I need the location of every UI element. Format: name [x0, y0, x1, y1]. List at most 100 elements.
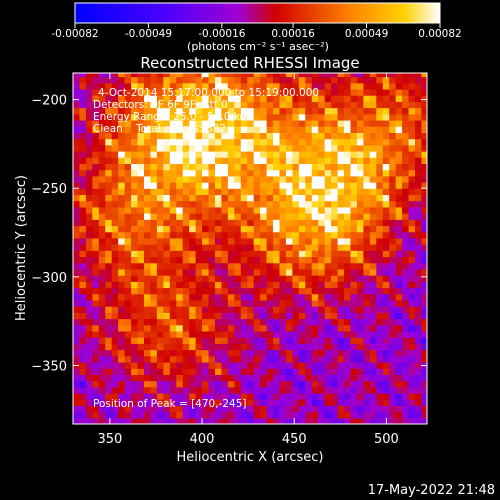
heatmap-cell	[415, 250, 423, 258]
heatmap-cell	[421, 417, 427, 424]
heatmap-cell	[234, 231, 242, 239]
heatmap-cell	[305, 200, 313, 208]
heatmap-cell	[421, 368, 427, 375]
heatmap-cell	[415, 169, 423, 177]
heatmap-cell	[73, 225, 81, 233]
heatmap-cell	[73, 287, 81, 295]
heatmap-cell	[382, 132, 390, 140]
heatmap-cell	[92, 182, 100, 189]
heatmap-cell	[214, 200, 223, 208]
heatmap-cell	[247, 299, 255, 307]
heatmap-cell	[234, 411, 242, 419]
heatmap-cell	[292, 337, 300, 344]
heatmap-cell	[131, 256, 139, 264]
heatmap-cell	[402, 157, 410, 164]
heatmap-cell	[118, 268, 126, 276]
heatmap-cell	[176, 256, 184, 264]
heatmap-cell	[363, 293, 371, 301]
heatmap-cell	[92, 231, 100, 239]
heatmap-cell	[331, 157, 339, 164]
heatmap-cell	[111, 386, 119, 394]
heatmap-cell	[176, 312, 184, 320]
heatmap-cell	[118, 287, 126, 295]
heatmap-cell	[85, 132, 93, 140]
heatmap-cell	[382, 206, 390, 214]
heatmap-cell	[124, 343, 132, 351]
heatmap-cell	[279, 151, 287, 158]
heatmap-cell	[202, 188, 210, 196]
heatmap-cell	[292, 361, 300, 369]
heatmap-cell	[118, 206, 126, 214]
heatmap-cell	[73, 182, 81, 189]
heatmap-cell	[105, 213, 113, 220]
heatmap-cell	[118, 343, 126, 351]
heatmap-cell	[311, 275, 319, 282]
heatmap-cell	[118, 374, 126, 382]
heatmap-cell	[260, 287, 268, 295]
heatmap-cell	[163, 293, 171, 301]
heatmap-cell	[324, 132, 332, 140]
heatmap-cell	[260, 392, 268, 400]
heatmap-cell	[324, 157, 332, 164]
heatmap-cell	[176, 219, 184, 227]
heatmap-cell	[285, 250, 293, 258]
heatmap-cell	[163, 275, 171, 282]
heatmap-cell	[279, 268, 287, 276]
heatmap-cell	[131, 324, 139, 332]
heatmap-cell	[253, 213, 261, 220]
heatmap-cell	[331, 73, 339, 78]
heatmap-cell	[285, 299, 293, 307]
heatmap-cell	[260, 138, 268, 146]
heatmap-cell	[92, 343, 100, 351]
heatmap-cell	[240, 169, 248, 177]
heatmap-cell	[356, 275, 364, 282]
heatmap-cell	[402, 380, 410, 388]
heatmap-cell	[98, 175, 106, 183]
heatmap-cell	[131, 231, 139, 239]
heatmap-cell	[131, 157, 139, 164]
heatmap-cell	[382, 200, 390, 208]
heatmap-cell	[273, 399, 281, 406]
heatmap-cell	[311, 188, 319, 196]
heatmap-cell	[247, 275, 255, 282]
heatmap-cell	[79, 256, 87, 264]
heatmap-cell	[266, 349, 274, 357]
heatmap-cell	[318, 175, 326, 183]
heatmap-cell	[227, 361, 235, 369]
heatmap-cell	[214, 194, 223, 202]
heatmap-cell	[363, 163, 371, 171]
heatmap-cell	[305, 126, 313, 133]
heatmap-cell	[240, 126, 248, 133]
heatmap-cell	[150, 337, 158, 344]
heatmap-cell	[92, 287, 100, 295]
heatmap-cell	[402, 126, 410, 133]
heatmap-cell	[279, 324, 287, 332]
heatmap-cell	[266, 330, 274, 338]
heatmap-cell	[311, 299, 319, 307]
heatmap-cell	[376, 287, 384, 295]
heatmap-cell	[150, 417, 158, 424]
heatmap-cell	[266, 361, 274, 369]
heatmap-cell	[292, 138, 300, 146]
heatmap-cell	[79, 175, 87, 183]
heatmap-cell	[73, 194, 81, 202]
heatmap-cell	[214, 132, 223, 140]
heatmap-cell	[85, 250, 93, 258]
heatmap-cell	[247, 287, 255, 295]
heatmap-cell	[421, 374, 427, 382]
heatmap-cell	[92, 405, 100, 413]
heatmap-cell	[189, 411, 197, 419]
heatmap-cell	[111, 318, 119, 326]
heatmap-cell	[92, 399, 100, 406]
heatmap-cell	[285, 175, 293, 183]
heatmap-cell	[214, 76, 223, 84]
heatmap-cell	[369, 380, 377, 388]
heatmap-cell	[402, 262, 410, 270]
heatmap-cell	[260, 132, 268, 140]
heatmap-cell	[298, 343, 306, 351]
heatmap-cell	[305, 169, 313, 177]
heatmap-cell	[356, 225, 364, 233]
heatmap-cell	[408, 194, 416, 202]
heatmap-cell	[318, 306, 326, 313]
heatmap-cell	[415, 399, 423, 406]
